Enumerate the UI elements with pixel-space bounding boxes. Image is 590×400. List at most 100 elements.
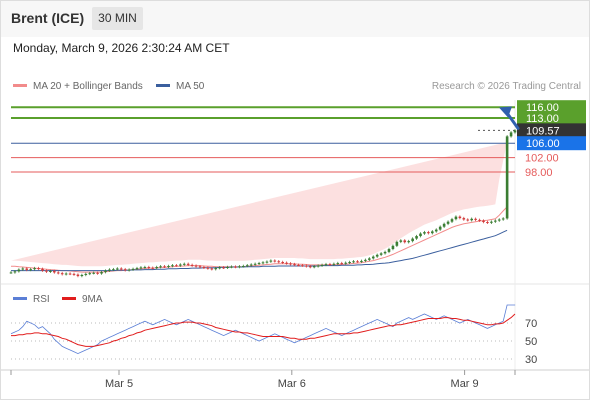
candle-body (462, 218, 466, 220)
legend-9ma: 9MA (62, 294, 103, 305)
candle-body (194, 265, 198, 267)
candle-body (53, 271, 56, 273)
candle-body (147, 267, 151, 269)
last-price-badge (517, 123, 586, 138)
bollinger-band (11, 142, 508, 267)
ma9-swatch (62, 296, 76, 300)
candle-body (320, 264, 324, 266)
candle-body (273, 260, 277, 262)
candle-body (143, 267, 147, 269)
candle-body (100, 272, 103, 274)
candle-body (135, 268, 139, 270)
candle-body (407, 241, 410, 243)
candle-body (242, 265, 245, 267)
candle-body (265, 261, 269, 263)
rsi-9ma-line (11, 313, 516, 347)
candle-body (226, 267, 229, 269)
resistance-line-1-badge (517, 111, 586, 125)
candle-body (509, 132, 513, 137)
candle-body (116, 268, 119, 270)
candle-body (281, 262, 284, 263)
candle-body (37, 268, 40, 270)
candle-body (434, 229, 438, 232)
candle-body (375, 254, 379, 257)
candle-body (454, 216, 458, 220)
candle-body (395, 241, 399, 246)
candle-body (423, 232, 426, 234)
header-bar: Brent (ICE) 30 MIN (0, 0, 590, 37)
candle-body (438, 226, 442, 230)
candle-body (301, 265, 304, 267)
support-label-5: 98.00 (525, 167, 553, 179)
instrument-title: Brent (ICE) (11, 10, 85, 26)
candle-body (352, 261, 355, 263)
candle-body (182, 263, 186, 265)
candle-body (108, 269, 111, 271)
candle-body (293, 264, 296, 266)
forecast-arrowhead (499, 106, 512, 118)
last-price-label: 109.57 (526, 125, 560, 137)
rsi-label: RSI (33, 294, 50, 305)
candle-body (348, 262, 351, 263)
candle-body (328, 264, 332, 266)
candle-body (222, 267, 225, 269)
candle-body (289, 263, 292, 265)
candle-body (25, 268, 29, 270)
candle-body (336, 263, 340, 265)
candle-body (49, 271, 52, 272)
candle-body (206, 267, 210, 269)
x-tick-label: Mar 6 (278, 378, 306, 390)
candle-body (360, 260, 363, 262)
candle-body (198, 266, 202, 268)
rsi-tick-30: 30 (525, 354, 537, 366)
candle-body (442, 223, 446, 227)
candle-body (123, 269, 127, 271)
candle-body (474, 218, 477, 220)
candle-body (305, 265, 308, 267)
candle-body (431, 231, 434, 234)
candle-body (214, 268, 218, 270)
candle-body (104, 270, 107, 273)
resistance-line-1-label: 113.00 (526, 113, 559, 125)
candle-body (478, 219, 481, 221)
candle-body (415, 236, 418, 239)
candle-body (344, 262, 347, 264)
candle-body (285, 262, 288, 264)
candle-body (155, 267, 158, 269)
candle-body (112, 269, 115, 271)
credit-text: Research © 2026 Trading Central (431, 81, 581, 92)
candle-body (190, 264, 194, 266)
candle-body (332, 263, 336, 265)
candle-body (466, 219, 470, 221)
legend-ma20: MA 20 + Bollinger Bands (13, 81, 143, 92)
candle-body (277, 261, 281, 263)
legend-ma50: MA 50 (156, 81, 204, 92)
candle-body (427, 232, 430, 234)
candle-body (60, 273, 64, 275)
candle-body (411, 238, 414, 242)
candle-body (131, 268, 135, 270)
pivot-line-badge (517, 136, 586, 151)
candle-body (494, 220, 497, 222)
timeframe-badge[interactable]: 30 MIN (92, 7, 143, 30)
candle-body (399, 240, 403, 242)
candle-body (9, 272, 13, 274)
candle-body (29, 269, 32, 271)
ma50-line (11, 229, 508, 272)
candle-body (167, 265, 170, 267)
candle-body (84, 273, 88, 275)
candle-body (371, 256, 375, 259)
candle-body (364, 259, 367, 261)
candle-body (513, 130, 517, 133)
candle-body (80, 274, 84, 277)
candle-body (139, 267, 143, 269)
candle-body (96, 272, 99, 274)
candle-body (308, 266, 312, 268)
rsi-tick-70: 70 (525, 318, 537, 330)
ma20-label: MA 20 + Bollinger Bands (33, 81, 143, 92)
candle-body (68, 273, 72, 275)
candle-body (383, 251, 387, 254)
candle-body (505, 136, 509, 219)
candle-body (387, 249, 391, 252)
